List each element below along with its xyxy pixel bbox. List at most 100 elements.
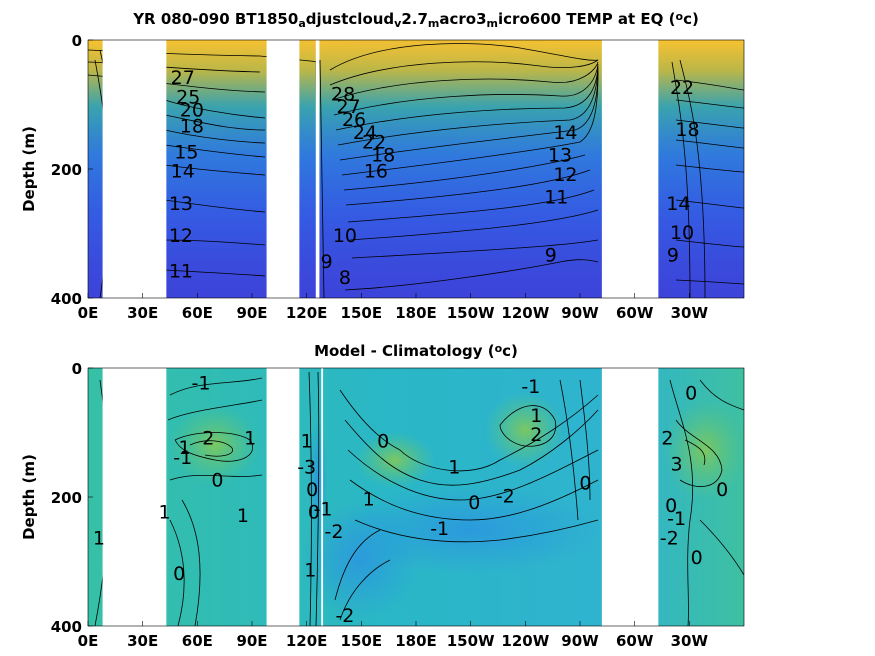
x-tick-label: 90E — [236, 632, 267, 650]
contour-label: 2 — [530, 424, 542, 446]
temperature-panel-title: YR 080-090 BT1850adjustcloudv2.7macro3mi… — [132, 10, 699, 31]
x-tick-label: 0E — [78, 632, 99, 650]
contour-label: 1 — [448, 456, 460, 478]
contour-label: 18 — [675, 119, 699, 141]
title-part: a — [298, 17, 305, 30]
contour-label: -2 — [335, 605, 354, 627]
contour-label: 26 — [342, 109, 366, 131]
y-tick-label: 200 — [51, 161, 82, 179]
title-part: Model - Climatology ( — [314, 342, 495, 360]
contour-label: 10 — [333, 225, 357, 247]
land-gap — [102, 368, 167, 626]
contour-label: 8 — [339, 267, 351, 289]
anomaly-panel-ylabel: Depth (m) — [20, 454, 38, 540]
contour-label: 15 — [174, 141, 198, 163]
contour-label: 13 — [548, 145, 572, 167]
contour-label: 14 — [666, 193, 690, 215]
contour-label: 12 — [169, 225, 193, 247]
title-part: YR 080-090 BT1850 — [132, 10, 298, 28]
x-tick-label: 30W — [671, 304, 709, 322]
x-tick-label: 60E — [182, 304, 213, 322]
contour-label: 10 — [670, 222, 694, 244]
contour-label: 0 — [716, 479, 728, 501]
contour-label: 25 — [176, 87, 200, 109]
contour-label: 12 — [553, 164, 577, 186]
y-ticks: 0 200 400 — [51, 32, 93, 308]
land-gap — [321, 368, 324, 626]
contour-label: 0 — [306, 479, 318, 501]
x-tick-label: 0E — [78, 304, 99, 322]
contour-label: -1 — [314, 498, 333, 520]
x-tick-label: 90W — [561, 632, 599, 650]
title-part: icro600 TEMP at EQ ( — [498, 10, 675, 28]
title-part: acro3 — [439, 10, 486, 28]
title-part: djustcloud — [306, 10, 394, 28]
land-gap — [315, 40, 320, 298]
contour-label: 24 — [353, 122, 377, 144]
x-tick-label: 120W — [501, 304, 549, 322]
contour-label: 0 — [468, 492, 480, 514]
contour-label: 13 — [169, 193, 193, 215]
x-tick-label: 30E — [127, 632, 158, 650]
x-tick-label: 90E — [236, 304, 267, 322]
contour-label: 16 — [364, 161, 388, 183]
contour-label: 1 — [530, 405, 542, 427]
title-part: m — [487, 17, 498, 30]
contour-label: 14 — [553, 122, 577, 144]
x-tick-label: 150E — [341, 632, 383, 650]
x-tick-label: 120W — [501, 632, 549, 650]
x-ticks: 0E 30E 60E 90E 120E 150E 180E 150W 120W 90W 60W 30W — [78, 621, 709, 650]
y-tick-label: 0 — [72, 360, 82, 378]
title-part: v — [394, 17, 402, 30]
contour-label: -2 — [496, 486, 515, 508]
contour-label: 9 — [545, 245, 557, 267]
contour-label: 1 — [304, 560, 316, 582]
contour-label: 1 — [179, 437, 191, 459]
y-tick-label: 400 — [51, 618, 82, 636]
contour-label: 11 — [544, 187, 568, 209]
contour-label: 18 — [180, 116, 204, 138]
contour-label: 20 — [180, 99, 204, 121]
contour-label: 9 — [667, 245, 679, 267]
contour-label: 28 — [331, 83, 355, 105]
x-tick-label: 180E — [395, 632, 437, 650]
x-tick-label: 60W — [616, 632, 654, 650]
contour-label: 0 — [665, 495, 677, 517]
contour-label: 3 — [671, 453, 683, 475]
contour-label: -3 — [297, 456, 316, 478]
y-tick-label: 400 — [51, 290, 82, 308]
contour-label: 1 — [301, 431, 313, 453]
x-tick-label: 30W — [671, 632, 709, 650]
contour-labels: 2725201815141312112827262422181610981413… — [169, 67, 700, 289]
temperature-panel-ylabel: Depth (m) — [20, 126, 38, 212]
contour-label: -1 — [173, 447, 192, 469]
contour-label: 14 — [171, 161, 195, 183]
anomaly-panel: Model - Climatology (oc) — [20, 342, 745, 650]
temperature-panel: YR 080-090 BT1850adjustcloudv2.7macro3mi… — [20, 10, 745, 322]
land-mask — [102, 368, 659, 626]
contour-label: 0 — [173, 563, 185, 585]
title-part: o — [495, 342, 503, 355]
x-ticks: 0E 30E 60E 90E 120E 150E 180E 150W 120W 90W 60W 30W — [78, 293, 709, 322]
contour-label: 27 — [171, 67, 195, 89]
contour-label: 2 — [202, 427, 214, 449]
contour-label: -2 — [660, 527, 679, 549]
contour-label: 0 — [377, 431, 389, 453]
y-tick-label: 200 — [51, 489, 82, 507]
x-tick-label: 120E — [286, 632, 328, 650]
land-mask — [102, 40, 659, 298]
contour-label: -1 — [521, 376, 540, 398]
title-part: m — [428, 17, 439, 30]
contour-label: 11 — [169, 261, 193, 283]
contour-label: -1 — [667, 508, 686, 530]
title-part: c) — [683, 10, 699, 28]
contour-label: 1 — [237, 505, 249, 527]
land-gap — [266, 40, 300, 298]
contour-label: 1 — [93, 527, 105, 549]
contour-label: 18 — [371, 145, 395, 167]
y-ticks: 0 200 400 — [51, 360, 93, 636]
contour-label: 22 — [670, 77, 694, 99]
